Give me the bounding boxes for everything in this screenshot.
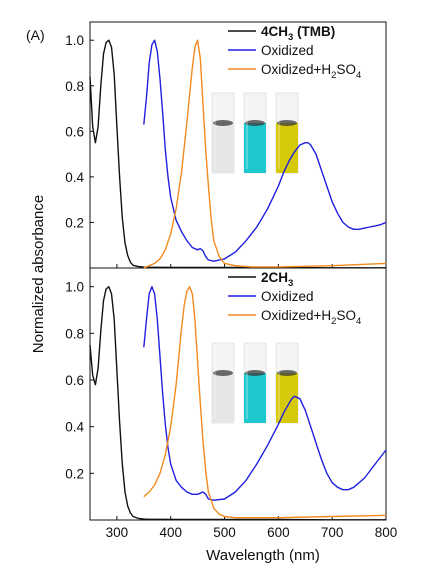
vial-photo-bottom <box>211 342 299 424</box>
series-line-blue <box>143 286 387 501</box>
vial-photo-top <box>211 92 299 174</box>
y-tick-label: 0.2 <box>65 215 84 230</box>
y-tick-label: 0.8 <box>65 326 84 341</box>
legend-label: Oxidized+H2SO4 <box>261 62 361 81</box>
series-line-black <box>89 286 386 521</box>
legend-label: Oxidized <box>261 289 314 304</box>
x-tick-label: 700 <box>321 525 344 540</box>
series-line-orange <box>143 39 387 269</box>
vial <box>243 342 267 424</box>
y-tick-label: 0.6 <box>65 373 84 388</box>
y-tick-label: 0.4 <box>65 420 84 435</box>
x-tick-label: 300 <box>106 525 129 540</box>
plot-frame <box>89 21 387 521</box>
legend-label: Oxidized+H2SO4 <box>261 308 361 327</box>
y-tick-label: 0.4 <box>65 170 84 185</box>
vial <box>211 92 235 174</box>
series-layer <box>89 39 387 521</box>
y-tick-label: 1.0 <box>65 280 84 295</box>
vial <box>275 92 299 174</box>
x-axis-label: Wavelength (nm) <box>206 547 320 564</box>
vial <box>211 342 235 424</box>
series-line-orange <box>143 286 387 519</box>
x-tick-label: 400 <box>159 525 182 540</box>
y-tick-label: 0.8 <box>65 79 84 94</box>
y-axis-label: Normalized absorbance <box>30 195 47 353</box>
legend-label: 2CH3 <box>261 270 293 289</box>
vial <box>243 92 267 174</box>
y-tick-label: 0.2 <box>65 466 84 481</box>
x-tick-label: 500 <box>213 525 236 540</box>
legend-layer: 4CH3 (TMB)OxidizedOxidized+H2SO42CH3Oxid… <box>228 24 361 327</box>
axes-layer: 0.2 0.4 0.6 0.8 1.0 0.2 0.4 0.6 0.8 1.0 300 400 500 6… <box>65 33 397 540</box>
panel-letter: (A) <box>26 27 45 43</box>
series-line-blue <box>143 39 387 262</box>
x-tick-label: 800 <box>375 525 398 540</box>
legend-label: Oxidized <box>261 43 314 58</box>
y-tick-label: 1.0 <box>65 33 84 48</box>
vial <box>275 342 299 424</box>
series-line-black <box>89 39 386 269</box>
x-tick-label: 600 <box>267 525 290 540</box>
y-tick-label: 0.6 <box>65 124 84 139</box>
legend-label: 4CH3 (TMB) <box>261 24 335 43</box>
